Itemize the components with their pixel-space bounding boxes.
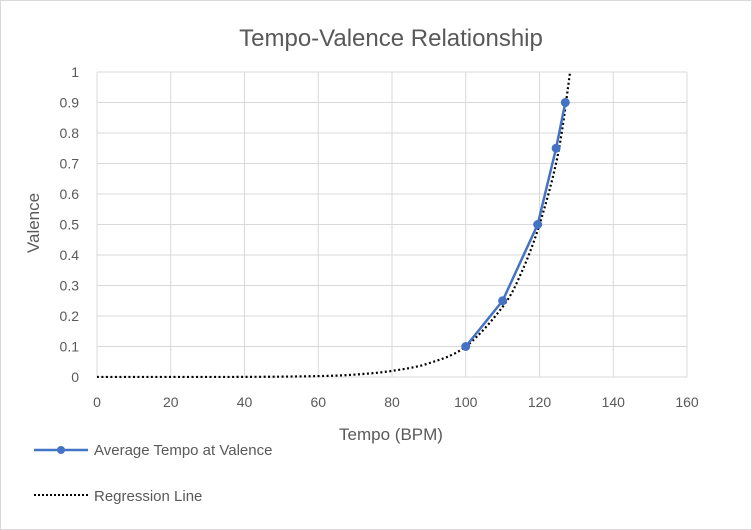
y-tick-label: 0.7 bbox=[60, 156, 80, 172]
average-tempo-point bbox=[560, 98, 570, 107]
x-tick-label: 20 bbox=[163, 394, 179, 410]
legend-label-average: Average Tempo at Valence bbox=[94, 442, 272, 459]
average-tempo-point bbox=[533, 220, 543, 229]
y-tick-label: 0.9 bbox=[60, 95, 80, 111]
y-tick-label: 0.1 bbox=[60, 339, 80, 355]
chart-title: Tempo-Valence Relationship bbox=[239, 25, 543, 52]
y-tick-label: 0.4 bbox=[60, 247, 80, 263]
x-axis-title: Tempo (BPM) bbox=[339, 425, 443, 444]
average-tempo-point bbox=[551, 143, 561, 153]
average-tempo-point bbox=[498, 296, 508, 306]
y-tick-label: 1 bbox=[71, 64, 79, 80]
x-tick-label: 0 bbox=[93, 394, 101, 410]
regression-line bbox=[96, 71, 572, 378]
x-tick-label: 60 bbox=[310, 394, 326, 410]
legend: Average Tempo at Valence Regression Line bbox=[34, 442, 272, 505]
y-tick-labels: 0 0.1 0.2 0.3 0.4 0.5 0.6 0.7 0.8 0.9 1 bbox=[60, 64, 80, 385]
average-tempo-series bbox=[461, 98, 570, 351]
regression-series bbox=[96, 71, 572, 378]
average-tempo-point bbox=[461, 342, 471, 351]
y-axis-title: Valence bbox=[24, 193, 43, 253]
x-tick-label: 100 bbox=[454, 394, 478, 410]
legend-average-marker-swatch bbox=[57, 446, 65, 454]
legend-label-regression: Regression Line bbox=[94, 488, 202, 505]
grid bbox=[96, 71, 688, 378]
y-tick-label: 0.6 bbox=[60, 186, 80, 202]
x-tick-label: 160 bbox=[675, 394, 699, 410]
y-tick-label: 0.5 bbox=[60, 217, 80, 233]
x-tick-label: 120 bbox=[528, 394, 552, 410]
x-tick-label: 40 bbox=[237, 394, 253, 410]
y-tick-label: 0 bbox=[71, 369, 79, 385]
x-tick-label: 80 bbox=[384, 394, 400, 410]
y-tick-label: 0.3 bbox=[60, 278, 80, 294]
x-tick-labels: 0 20 40 60 80 100 120 140 160 bbox=[93, 394, 699, 410]
y-tick-label: 0.2 bbox=[60, 308, 80, 324]
x-tick-label: 140 bbox=[602, 394, 626, 410]
y-tick-label: 0.8 bbox=[60, 125, 80, 141]
